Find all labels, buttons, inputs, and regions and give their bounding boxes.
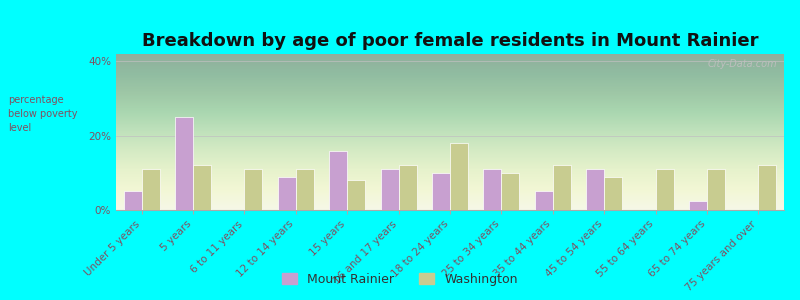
Bar (586, 169, 604, 210)
Bar (347, 180, 366, 210)
Text: percentage
below poverty
level: percentage below poverty level (8, 95, 78, 133)
Bar (278, 177, 296, 210)
Bar (193, 165, 211, 210)
Bar (381, 169, 398, 210)
Bar (534, 191, 553, 210)
Bar (124, 191, 142, 210)
Bar (175, 117, 193, 210)
Bar (398, 165, 417, 210)
Bar (604, 177, 622, 210)
Bar (502, 173, 519, 210)
Bar (483, 169, 502, 210)
Bar (142, 169, 160, 210)
Bar (689, 201, 707, 210)
Bar (655, 169, 674, 210)
Bar (758, 165, 776, 210)
Bar (432, 173, 450, 210)
Text: City-Data.com: City-Data.com (708, 59, 778, 69)
Legend: Mount Rainier, Washington: Mount Rainier, Washington (278, 268, 522, 291)
Bar (450, 143, 468, 210)
Bar (245, 169, 262, 210)
Bar (707, 169, 725, 210)
Title: Breakdown by age of poor female residents in Mount Rainier: Breakdown by age of poor female resident… (142, 32, 758, 50)
Bar (296, 169, 314, 210)
Bar (330, 151, 347, 210)
Bar (553, 165, 570, 210)
